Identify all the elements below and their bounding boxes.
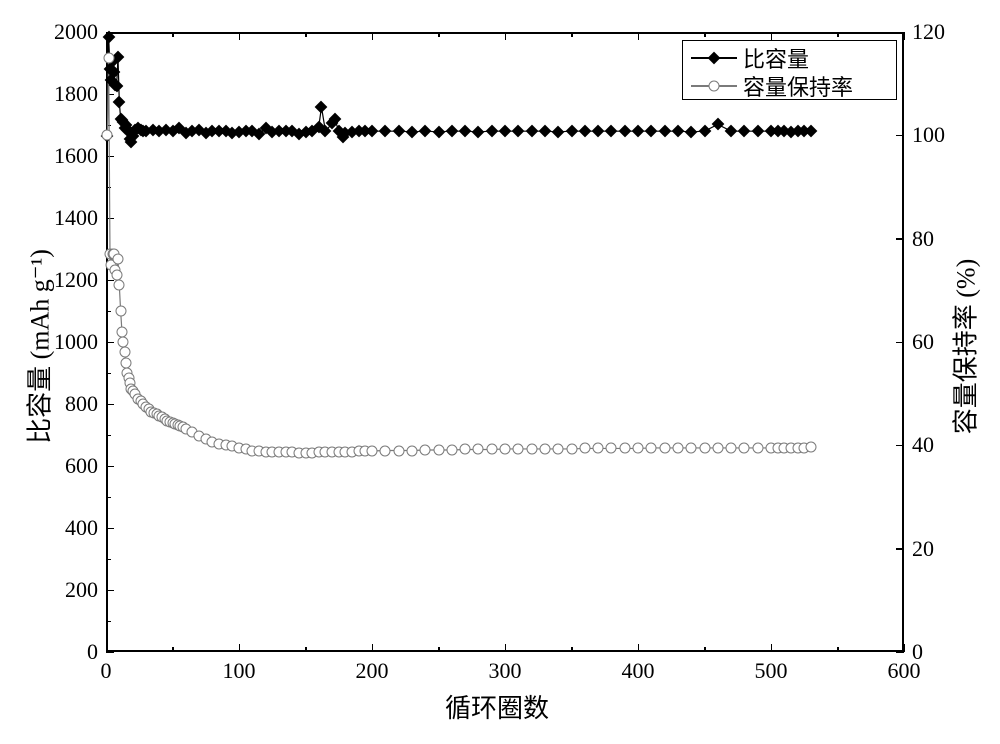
marker-circle [102, 130, 113, 141]
marker-circle [805, 442, 816, 453]
marker-circle [672, 442, 683, 453]
marker-circle [686, 442, 697, 453]
marker-circle [500, 443, 511, 454]
marker-circle [752, 442, 763, 453]
marker-circle [606, 443, 617, 454]
marker-circle [420, 444, 431, 455]
marker-circle [367, 446, 378, 457]
legend: 比容量容量保持率 [682, 40, 897, 100]
marker-circle [115, 306, 126, 317]
marker-circle [566, 443, 577, 454]
marker-circle [712, 442, 723, 453]
marker-circle [393, 445, 404, 456]
marker-circle [380, 445, 391, 456]
marker-circle [120, 357, 131, 368]
marker-circle [433, 444, 444, 455]
legend-marker-diamond [708, 52, 721, 65]
marker-circle [473, 444, 484, 455]
marker-circle [406, 445, 417, 456]
marker-circle [446, 444, 457, 455]
series-lines [0, 0, 1000, 744]
marker-circle [526, 443, 537, 454]
marker-circle [460, 444, 471, 455]
marker-circle [116, 326, 127, 337]
legend-item: 比容量 [691, 45, 904, 71]
marker-circle [539, 443, 550, 454]
marker-circle [111, 269, 122, 280]
legend-item: 容量保持率 [691, 73, 904, 99]
marker-circle [553, 443, 564, 454]
marker-circle [659, 442, 670, 453]
marker-circle [739, 442, 750, 453]
marker-circle [726, 442, 737, 453]
legend-marker-circle [709, 81, 720, 92]
marker-circle [633, 443, 644, 454]
marker-circle [646, 442, 657, 453]
marker-circle [486, 444, 497, 455]
marker-circle [593, 443, 604, 454]
marker-circle [103, 52, 114, 63]
marker-circle [513, 443, 524, 454]
marker-circle [619, 443, 630, 454]
marker-circle [114, 280, 125, 291]
marker-circle [112, 254, 123, 265]
chart-container: 0100200300400500600020040060080010001200… [0, 0, 1000, 744]
marker-circle [579, 443, 590, 454]
legend-label: 容量保持率 [743, 70, 853, 102]
marker-circle [699, 442, 710, 453]
